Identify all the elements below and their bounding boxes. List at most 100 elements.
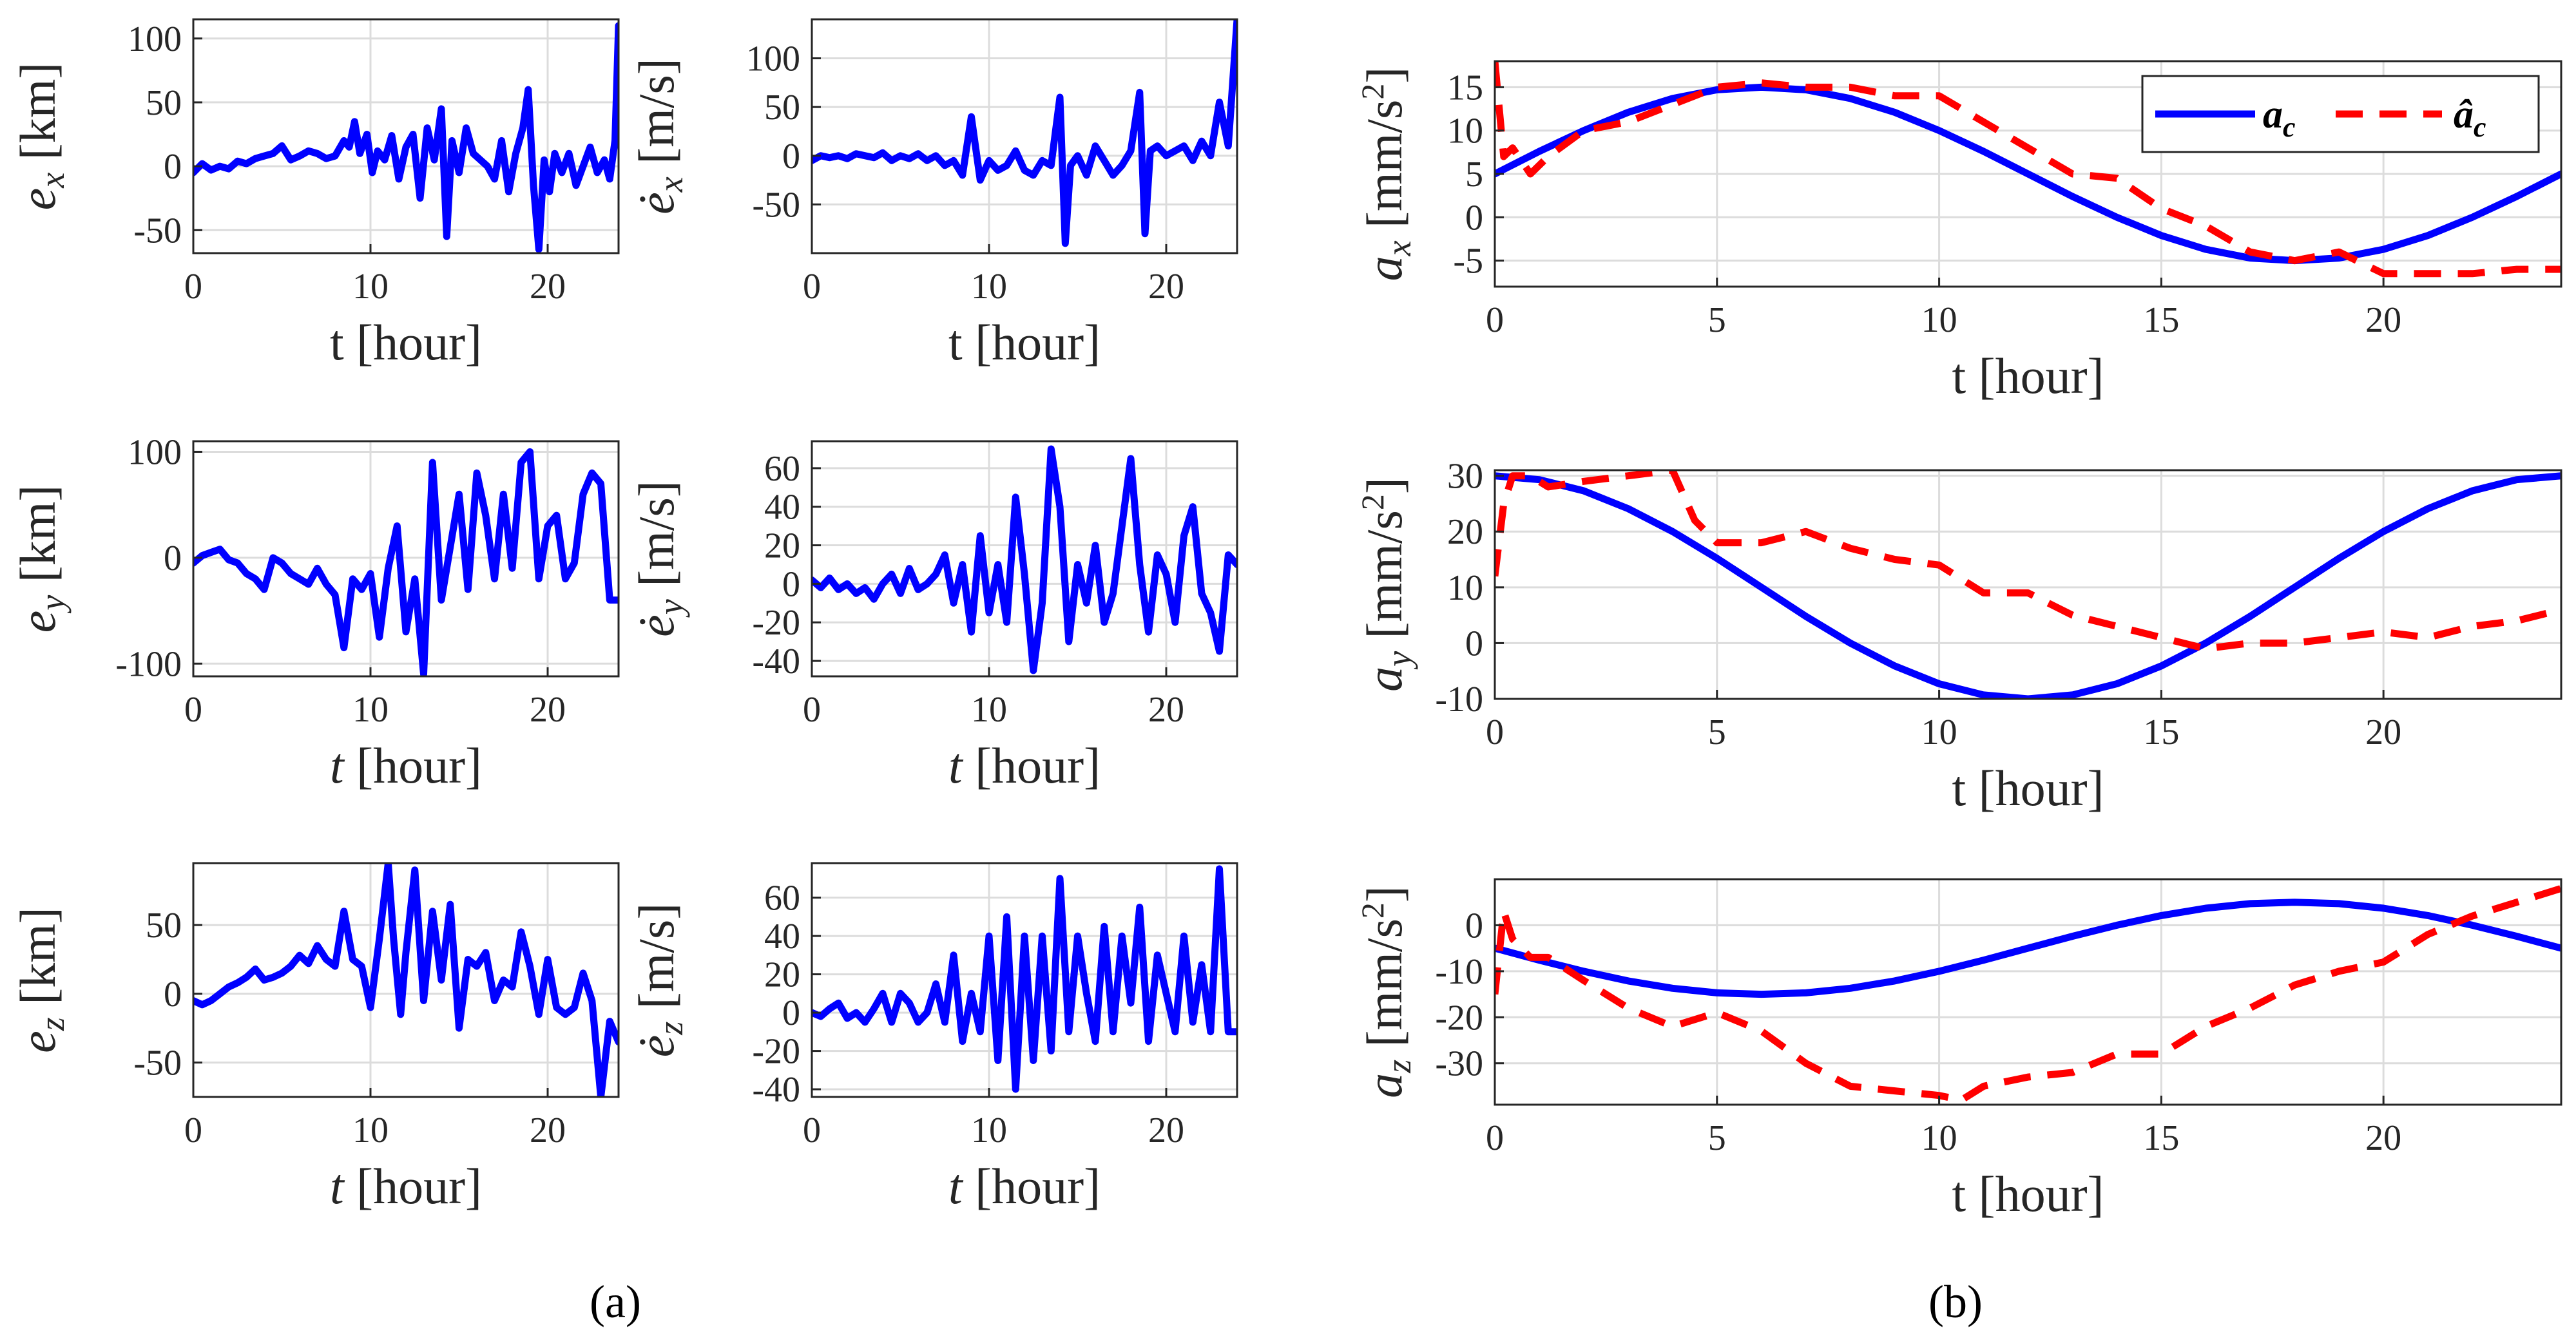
x-tick-label: 10	[1921, 712, 1957, 752]
y-tick-label: 0	[782, 993, 800, 1033]
axes-frame	[811, 18, 1238, 254]
y-tick-label: 0	[1465, 906, 1483, 946]
x-tick-label: 5	[1708, 300, 1726, 340]
y-tick-label: 0	[782, 137, 800, 176]
x-axis-label: t [hour]	[330, 314, 482, 370]
y-tick-label: -50	[133, 1043, 182, 1083]
x-tick-label: 20	[2365, 1118, 2401, 1158]
y-axis-label: ez [km]	[10, 907, 72, 1053]
x-tick-label: 10	[1921, 1118, 1957, 1158]
y-tick-label: 50	[146, 906, 182, 946]
y-tick-label: 30	[1447, 457, 1483, 497]
y-axis-label: ex [km]	[10, 62, 72, 211]
x-tick-label: 0	[803, 267, 821, 307]
x-tick-label: 10	[352, 1110, 389, 1150]
y-tick-label: -30	[1435, 1044, 1483, 1084]
x-tick-label: 20	[2365, 712, 2401, 752]
y-tick-label: 0	[1465, 624, 1483, 663]
y-tick-label: -20	[1435, 998, 1483, 1038]
axes-frame	[1494, 878, 2562, 1106]
legend: ac âc	[2141, 75, 2540, 153]
series-line-a_c	[1495, 472, 2561, 699]
y-tick-label: -10	[1435, 952, 1483, 992]
x-tick-label: 10	[352, 267, 389, 307]
series-line-a_c	[1495, 83, 2561, 265]
series-line-e_x	[193, 22, 619, 253]
axes-frame	[192, 18, 620, 254]
x-tick-label: 0	[803, 690, 821, 730]
y-axis-label: ey [km]	[10, 485, 72, 633]
axes-frame	[811, 440, 1238, 678]
y-tick-label: 60	[764, 449, 800, 489]
x-axis-label: t [hour]	[1952, 348, 2104, 404]
y-tick-label: 40	[764, 488, 800, 528]
x-tick-label: 10	[971, 690, 1007, 730]
y-tick-label: -40	[752, 1070, 800, 1110]
x-tick-label: 0	[1486, 300, 1504, 340]
x-tick-label: 0	[1486, 1118, 1504, 1158]
series-line-a_hat_c	[1495, 61, 2561, 278]
axes-frame	[192, 862, 620, 1098]
y-tick-label: 15	[1447, 68, 1483, 108]
x-tick-label: 10	[352, 690, 389, 730]
y-axis-label: ax [mm/s2]	[1354, 67, 1418, 281]
legend-label-a-c: ac	[2263, 93, 2296, 143]
y-tick-label: -40	[752, 642, 800, 681]
y-tick-label: 100	[128, 19, 182, 59]
series-line-e_y_dot	[812, 445, 1237, 674]
y-axis-label: ėy [m/s]	[628, 481, 690, 637]
series-line-a_hat_c	[1495, 470, 2561, 652]
y-tick-label: 0	[164, 538, 182, 578]
x-tick-label: 20	[2365, 300, 2401, 340]
x-tick-label: 15	[2143, 1118, 2179, 1158]
series-line-e_y	[193, 448, 619, 676]
panel-label-b: (b)	[1928, 1276, 1983, 1328]
x-axis-label: t [hour]	[948, 738, 1101, 794]
x-axis-label: t [hour]	[948, 1158, 1101, 1214]
x-tick-label: 5	[1708, 712, 1726, 752]
x-axis-label: t [hour]	[330, 738, 482, 794]
y-tick-label: 40	[764, 917, 800, 957]
axes-frame	[192, 440, 620, 678]
plot-area	[193, 441, 619, 676]
y-tick-label: 5	[1465, 155, 1483, 195]
x-tick-label: 20	[530, 267, 566, 307]
y-tick-label: 0	[782, 564, 800, 604]
x-tick-label: 0	[184, 1110, 202, 1150]
chart-edx: 0 10 20 -50 0 50 100 t [hour] ėx [m/s]	[628, 18, 1238, 370]
y-tick-label: 20	[1447, 512, 1483, 552]
y-tick-label: -20	[752, 1032, 800, 1072]
series-line-a_c	[1495, 899, 2561, 998]
y-axis-label: az [mm/s2]	[1354, 886, 1418, 1098]
x-axis-label: t [hour]	[948, 314, 1101, 370]
series-line-a_hat_c	[1495, 885, 2561, 1104]
x-tick-label: 15	[2143, 712, 2179, 752]
x-tick-label: 20	[530, 690, 566, 730]
y-axis-label: ay [mm/s2]	[1354, 477, 1418, 692]
y-tick-label: -100	[115, 644, 182, 684]
series-line-e_z	[193, 863, 619, 1097]
plot-area	[812, 19, 1237, 253]
x-tick-label: 0	[1486, 712, 1504, 752]
y-tick-label: 20	[764, 526, 800, 566]
y-axis-label: ėx [m/s]	[628, 58, 690, 214]
y-tick-label: 20	[764, 955, 800, 995]
x-tick-label: 10	[971, 1110, 1007, 1150]
y-tick-label: 0	[164, 147, 182, 187]
y-tick-label: 0	[1465, 198, 1483, 238]
x-tick-label: 0	[184, 267, 202, 307]
x-tick-label: 10	[1921, 300, 1957, 340]
y-tick-label: 100	[128, 432, 182, 472]
y-tick-label: -50	[752, 185, 800, 225]
y-tick-label: -5	[1453, 242, 1483, 281]
series-line-e_x_dot	[812, 19, 1237, 247]
legend-label-a-hat-c: âc	[2454, 93, 2486, 143]
x-axis-label: t [hour]	[1952, 1166, 2104, 1222]
x-axis-label: t [hour]	[1952, 760, 2104, 816]
y-tick-label: 10	[1447, 568, 1483, 608]
x-tick-label: 20	[1148, 267, 1184, 307]
axes-frame	[811, 862, 1238, 1098]
